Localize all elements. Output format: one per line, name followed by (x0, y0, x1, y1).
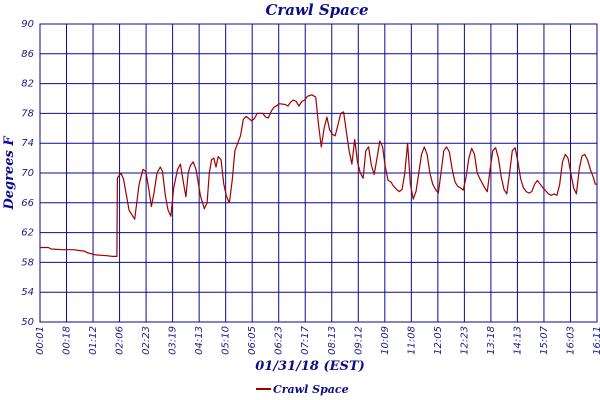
x-tick-label: 16:11 (592, 326, 600, 355)
x-tick-label: 12:23 (459, 326, 470, 355)
x-tick-label: 02:06 (115, 326, 126, 355)
x-tick-label: 05:10 (221, 326, 232, 355)
x-tick-label: 13:18 (486, 326, 497, 355)
x-tick-label: 12:05 (433, 326, 444, 355)
legend: Crawl Space (256, 383, 349, 396)
y-tick-label: 54 (21, 287, 34, 298)
x-axis-label: 01/31/18 (EST) (255, 359, 365, 374)
y-tick-label: 82 (21, 79, 34, 90)
y-tick-label: 66 (21, 198, 34, 209)
x-tick-label: 04:13 (194, 326, 205, 355)
x-tick-label: 02:23 (141, 326, 152, 355)
y-tick-label: 58 (21, 257, 34, 268)
x-tick-label: 16:03 (565, 326, 576, 355)
chart-title: Crawl Space (265, 1, 368, 19)
grid-lines (39, 23, 598, 323)
x-tick-labels: 00:01 00:18 01:12 02:06 02:23 03:19 04:13 05:10… (35, 325, 600, 354)
x-tick-label: 08:13 (327, 326, 338, 355)
x-tick-label: 15:07 (539, 325, 550, 354)
legend-label: Crawl Space (273, 383, 349, 396)
series-line-crawl-space (40, 94, 597, 257)
y-tick-label: 74 (21, 138, 34, 149)
x-tick-label: 06:23 (274, 326, 285, 355)
x-tick-label: 11:08 (406, 326, 417, 355)
x-tick-label: 10:09 (380, 326, 391, 355)
x-tick-label: 09:12 (353, 326, 364, 355)
x-tick-label: 00:01 (35, 326, 46, 355)
y-tick-labels: 50 54 58 62 66 70 74 78 82 86 90 (21, 19, 34, 328)
x-tick-label: 07:17 (300, 325, 311, 354)
x-tick-label: 00:18 (62, 326, 73, 355)
x-tick-label: 01:12 (88, 326, 99, 355)
y-tick-label: 90 (21, 19, 34, 30)
x-tick-label: 14:13 (512, 326, 523, 355)
y-tick-label: 50 (21, 317, 34, 328)
y-tick-label: 70 (21, 168, 34, 179)
x-tick-label: 03:19 (168, 326, 179, 355)
y-tick-label: 86 (21, 49, 34, 60)
series-lines (40, 94, 597, 257)
y-tick-label: 78 (21, 108, 34, 119)
y-axis-label: Degrees F (2, 136, 17, 211)
y-tick-label: 62 (21, 228, 34, 239)
x-tick-label: 06:05 (247, 326, 258, 355)
